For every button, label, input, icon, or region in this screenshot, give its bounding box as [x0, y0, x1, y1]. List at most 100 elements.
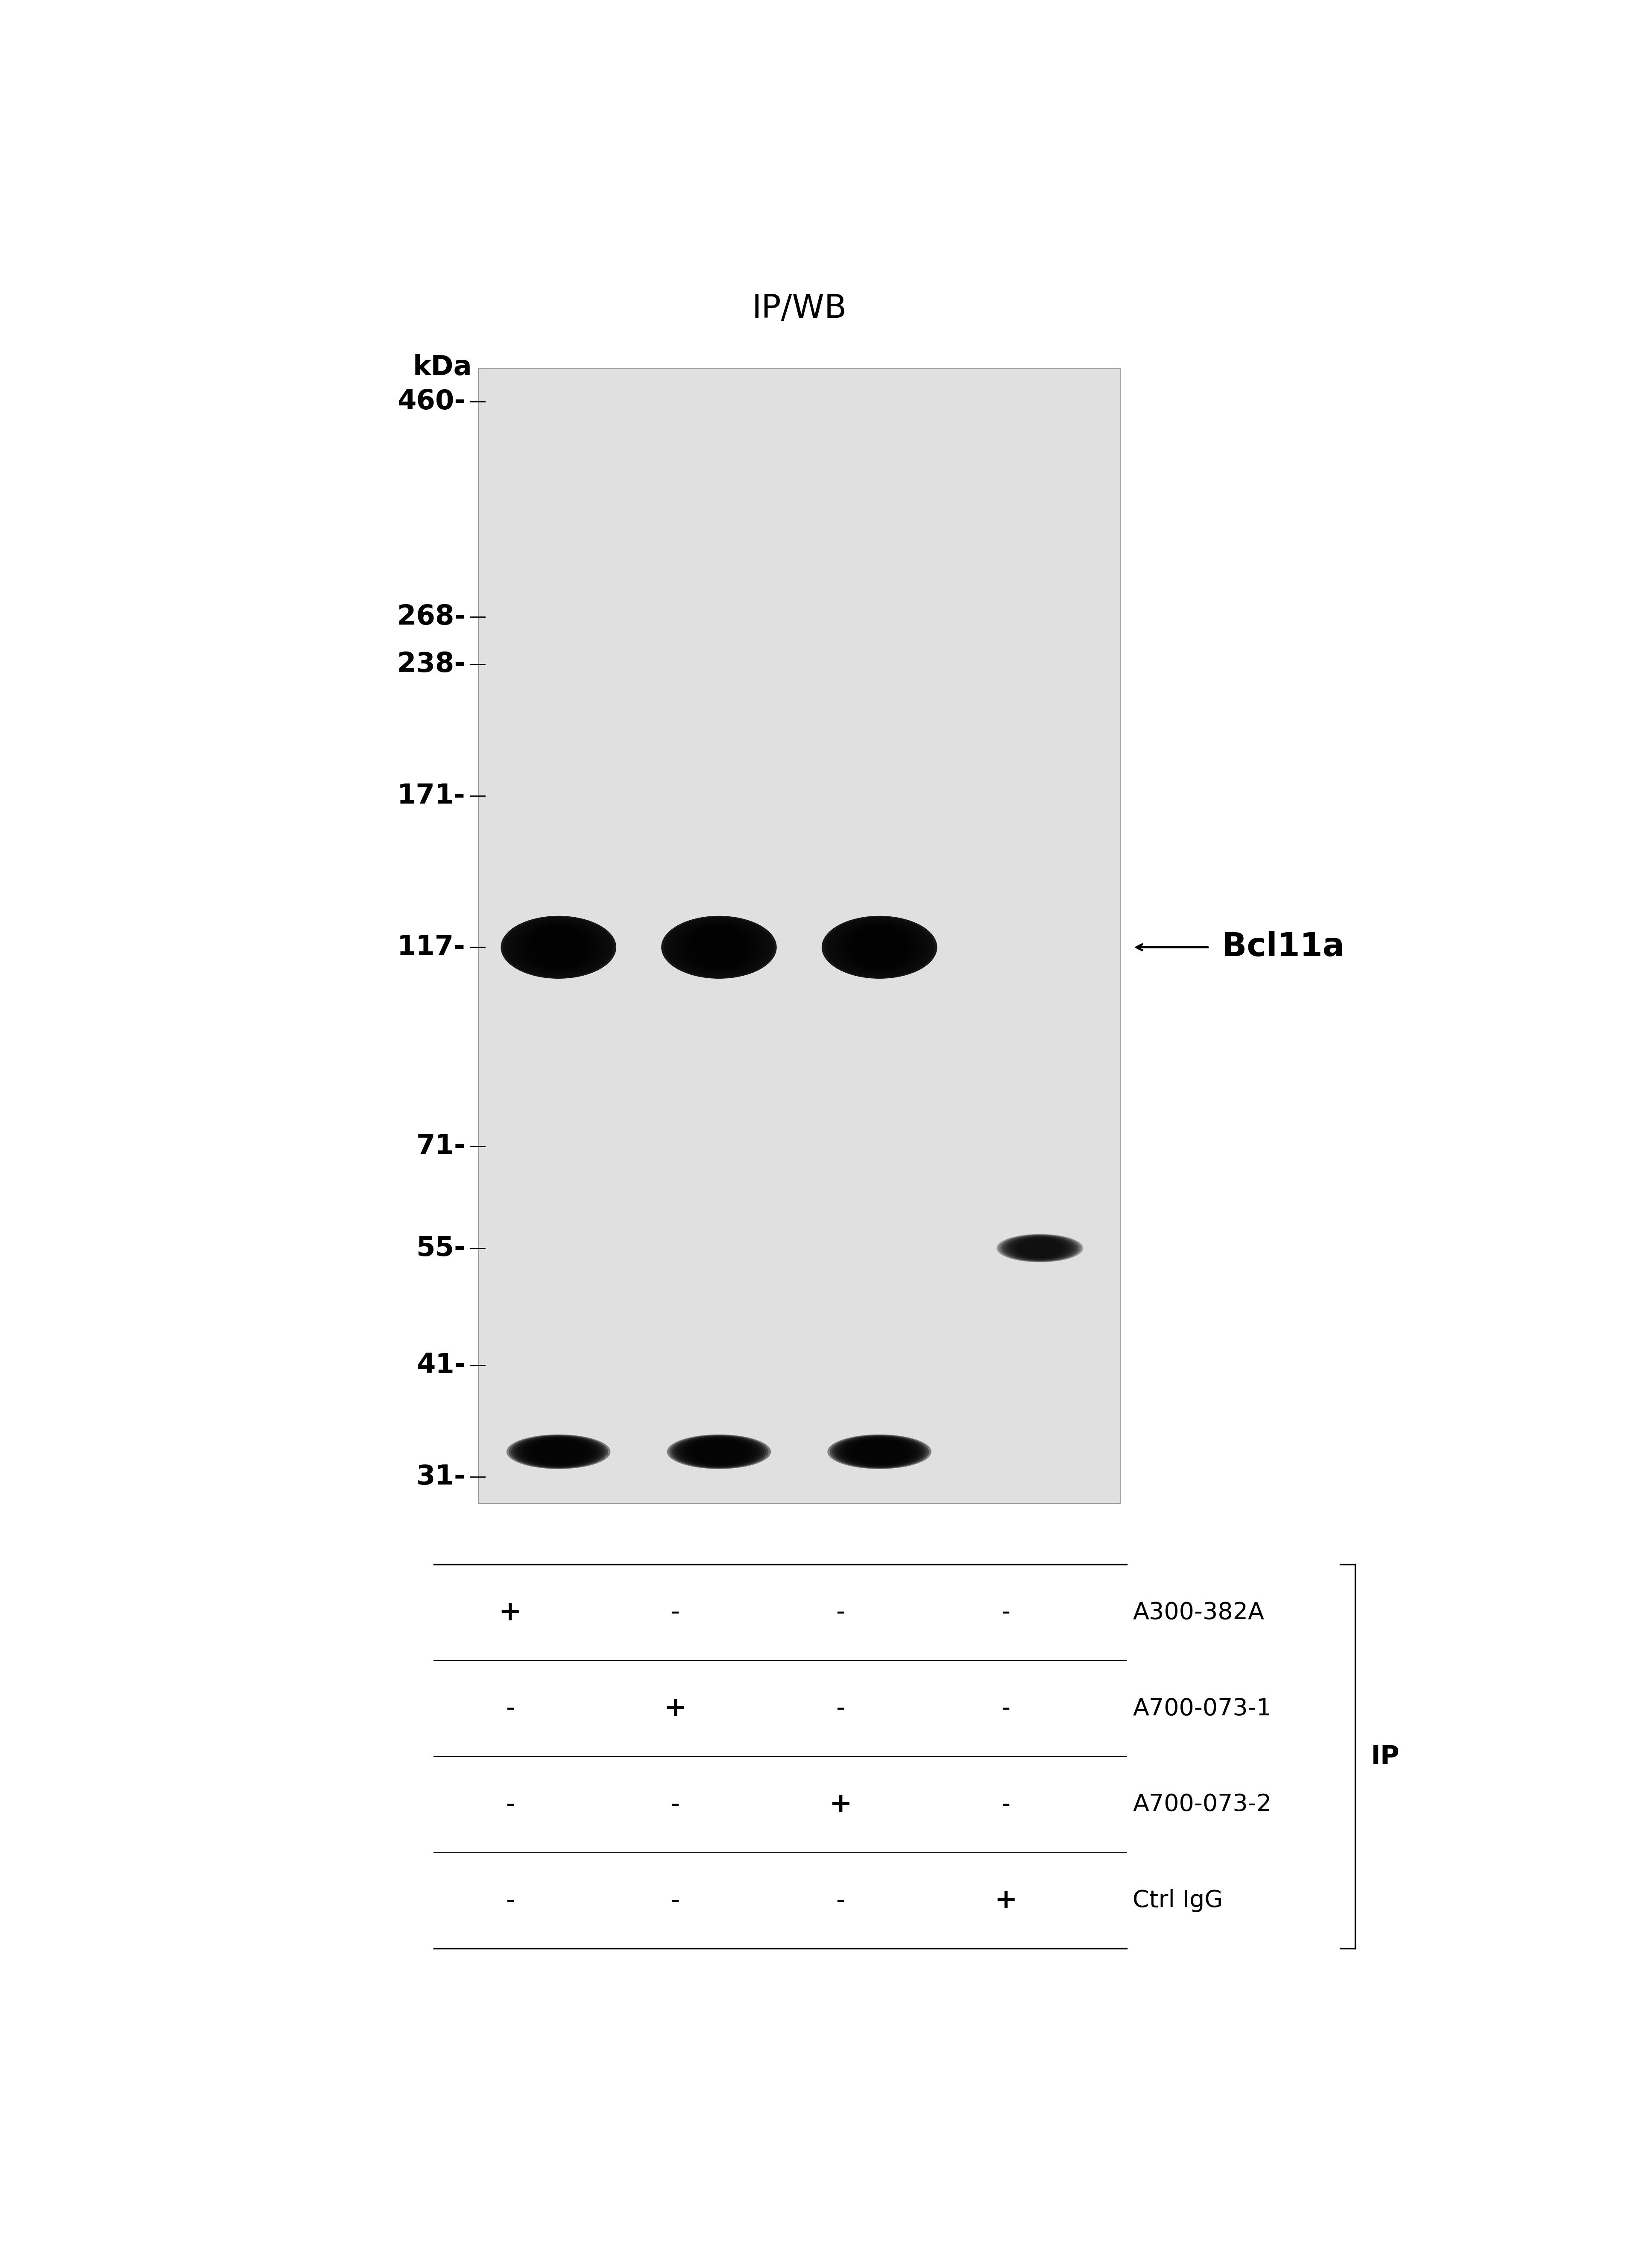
- Ellipse shape: [831, 1436, 927, 1467]
- Ellipse shape: [690, 1440, 748, 1465]
- Ellipse shape: [686, 923, 753, 971]
- Ellipse shape: [836, 1436, 922, 1467]
- Ellipse shape: [828, 1433, 932, 1470]
- Ellipse shape: [835, 1436, 925, 1467]
- Ellipse shape: [530, 1440, 587, 1465]
- Ellipse shape: [999, 1234, 1081, 1261]
- Ellipse shape: [500, 916, 617, 980]
- Ellipse shape: [840, 921, 918, 973]
- Text: -: -: [1000, 1792, 1010, 1817]
- Ellipse shape: [686, 1438, 753, 1465]
- Ellipse shape: [672, 1436, 766, 1467]
- Ellipse shape: [1007, 1236, 1073, 1261]
- Ellipse shape: [682, 923, 756, 973]
- Ellipse shape: [518, 1438, 599, 1467]
- Ellipse shape: [827, 919, 932, 978]
- Ellipse shape: [684, 1438, 754, 1465]
- Text: +: +: [994, 1887, 1017, 1914]
- Text: kDa: kDa: [413, 354, 472, 381]
- Ellipse shape: [1010, 1236, 1069, 1259]
- Text: 171-: 171-: [397, 782, 466, 810]
- Text: A700-073-1: A700-073-1: [1133, 1696, 1271, 1719]
- Text: A700-073-2: A700-073-2: [1133, 1794, 1271, 1817]
- Ellipse shape: [520, 921, 599, 973]
- Ellipse shape: [830, 1436, 928, 1470]
- Text: +: +: [830, 1792, 851, 1819]
- Ellipse shape: [1017, 1238, 1063, 1259]
- Ellipse shape: [669, 1436, 769, 1470]
- Ellipse shape: [674, 921, 764, 975]
- Text: -: -: [671, 1792, 681, 1817]
- Text: IP: IP: [1371, 1744, 1399, 1769]
- Ellipse shape: [507, 1433, 610, 1470]
- Ellipse shape: [508, 919, 608, 975]
- Ellipse shape: [513, 1436, 604, 1467]
- Ellipse shape: [522, 923, 595, 973]
- Text: 41-: 41-: [417, 1352, 466, 1379]
- Ellipse shape: [840, 1438, 920, 1467]
- Ellipse shape: [507, 919, 612, 978]
- Ellipse shape: [679, 921, 758, 973]
- Text: Bcl11a: Bcl11a: [1222, 932, 1345, 964]
- Ellipse shape: [1009, 1236, 1071, 1261]
- Ellipse shape: [845, 1438, 915, 1465]
- Text: -: -: [836, 1696, 845, 1721]
- Text: 31-: 31-: [417, 1463, 466, 1490]
- Ellipse shape: [517, 921, 600, 973]
- Text: +: +: [499, 1599, 522, 1626]
- Ellipse shape: [831, 919, 927, 975]
- Ellipse shape: [690, 925, 748, 968]
- Text: 71-: 71-: [417, 1134, 466, 1159]
- Ellipse shape: [667, 1433, 771, 1470]
- Ellipse shape: [1000, 1234, 1079, 1261]
- Ellipse shape: [513, 921, 604, 975]
- Ellipse shape: [520, 1438, 597, 1465]
- Ellipse shape: [666, 919, 771, 978]
- Ellipse shape: [533, 1440, 584, 1463]
- Ellipse shape: [997, 1234, 1082, 1263]
- Ellipse shape: [841, 1438, 917, 1465]
- Text: 460-: 460-: [397, 388, 466, 415]
- Ellipse shape: [687, 925, 751, 971]
- Ellipse shape: [1004, 1236, 1076, 1261]
- Ellipse shape: [835, 921, 923, 975]
- Ellipse shape: [851, 1440, 909, 1465]
- Ellipse shape: [1018, 1238, 1061, 1259]
- Ellipse shape: [528, 1438, 589, 1465]
- Ellipse shape: [694, 1440, 745, 1463]
- Text: Ctrl IgG: Ctrl IgG: [1133, 1889, 1223, 1912]
- Ellipse shape: [517, 1436, 600, 1467]
- Text: 268-: 268-: [397, 603, 466, 631]
- Text: 55-: 55-: [417, 1234, 466, 1261]
- Ellipse shape: [830, 919, 930, 975]
- Text: -: -: [1000, 1601, 1010, 1624]
- Ellipse shape: [677, 921, 761, 973]
- Ellipse shape: [843, 923, 917, 973]
- Text: -: -: [671, 1601, 681, 1624]
- Ellipse shape: [1012, 1236, 1068, 1259]
- Text: -: -: [836, 1601, 845, 1624]
- Text: -: -: [505, 1792, 515, 1817]
- Text: +: +: [664, 1694, 687, 1721]
- Ellipse shape: [676, 1436, 761, 1467]
- Ellipse shape: [674, 1436, 764, 1467]
- Text: -: -: [505, 1696, 515, 1721]
- Ellipse shape: [848, 925, 910, 971]
- Ellipse shape: [508, 1436, 608, 1470]
- Ellipse shape: [669, 919, 769, 975]
- Ellipse shape: [679, 1438, 759, 1467]
- Ellipse shape: [845, 923, 913, 971]
- Ellipse shape: [689, 1438, 749, 1465]
- Ellipse shape: [503, 916, 613, 978]
- Text: -: -: [505, 1889, 515, 1912]
- Ellipse shape: [525, 1438, 592, 1465]
- Text: A300-382A: A300-382A: [1133, 1601, 1264, 1624]
- Text: -: -: [836, 1889, 845, 1912]
- Ellipse shape: [526, 925, 590, 971]
- Text: 238-: 238-: [397, 651, 466, 678]
- Ellipse shape: [846, 1438, 912, 1465]
- Ellipse shape: [825, 916, 935, 978]
- Ellipse shape: [850, 1438, 910, 1465]
- Ellipse shape: [664, 916, 774, 978]
- Text: -: -: [1000, 1696, 1010, 1721]
